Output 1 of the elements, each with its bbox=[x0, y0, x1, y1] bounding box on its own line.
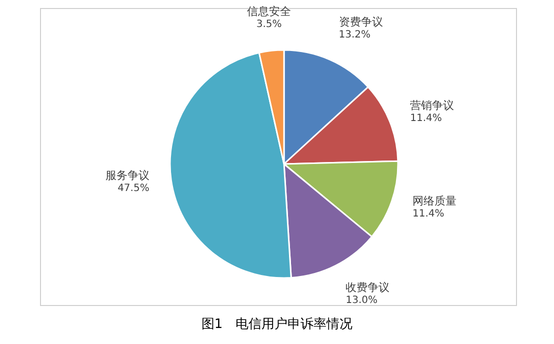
text: 图1 电信用户申诉率情况 bbox=[201, 316, 353, 332]
